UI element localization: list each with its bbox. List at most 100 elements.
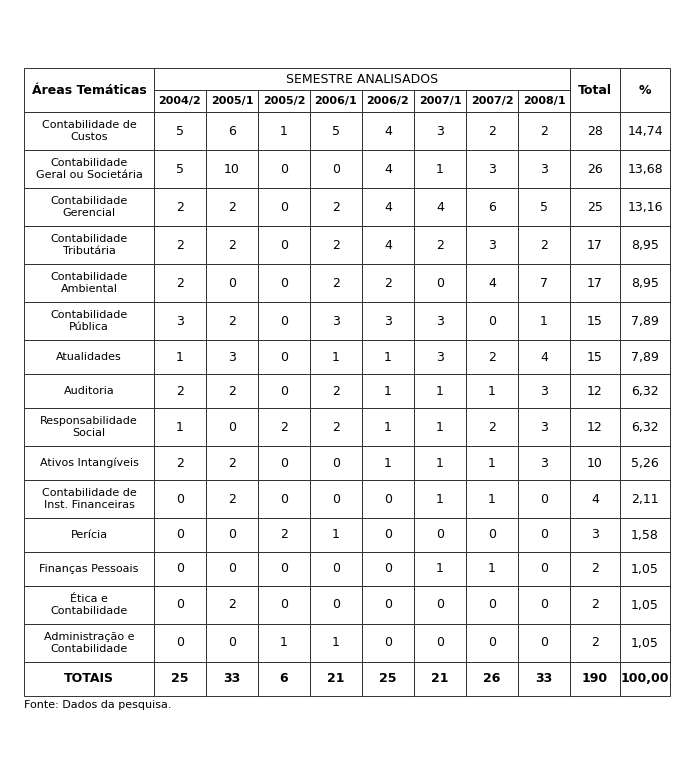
Bar — [620, 408, 670, 446]
Text: 2007/2: 2007/2 — [471, 96, 514, 106]
Bar — [620, 112, 670, 150]
Text: 2: 2 — [228, 384, 236, 397]
Bar — [518, 226, 570, 264]
Bar — [24, 518, 154, 552]
Text: 1: 1 — [332, 350, 340, 364]
Text: 5: 5 — [540, 201, 548, 213]
Text: 0: 0 — [280, 350, 288, 364]
Bar — [310, 408, 362, 446]
Bar — [518, 188, 570, 226]
Bar — [24, 552, 154, 586]
Text: SEMESTRE ANALISADOS: SEMESTRE ANALISADOS — [286, 72, 438, 85]
Bar — [570, 446, 620, 480]
Text: 0: 0 — [488, 314, 496, 328]
Text: 0: 0 — [332, 456, 340, 470]
Bar — [466, 518, 518, 552]
Bar — [414, 226, 466, 264]
Text: 0: 0 — [280, 456, 288, 470]
Bar — [310, 518, 362, 552]
Bar — [570, 374, 620, 408]
Bar — [206, 188, 258, 226]
Bar — [258, 552, 310, 586]
Bar — [310, 446, 362, 480]
Bar — [206, 302, 258, 340]
Text: 0: 0 — [436, 598, 444, 612]
Bar — [310, 226, 362, 264]
Bar — [466, 446, 518, 480]
Bar — [258, 188, 310, 226]
Bar — [466, 408, 518, 446]
Bar — [154, 226, 206, 264]
Bar — [518, 264, 570, 302]
Text: 0: 0 — [280, 238, 288, 252]
Text: 21: 21 — [431, 673, 449, 685]
Bar — [24, 226, 154, 264]
Text: Contabilidade
Ambiental: Contabilidade Ambiental — [51, 272, 128, 294]
Text: 2: 2 — [176, 277, 184, 289]
Text: 15: 15 — [587, 314, 603, 328]
Text: 2: 2 — [228, 598, 236, 612]
Text: 2: 2 — [488, 350, 496, 364]
Text: 0: 0 — [384, 598, 392, 612]
Text: 0: 0 — [228, 277, 236, 289]
Text: 1: 1 — [488, 492, 496, 506]
Text: 7,89: 7,89 — [631, 314, 659, 328]
Text: 0: 0 — [176, 528, 184, 542]
Text: 1: 1 — [176, 420, 184, 434]
Bar — [310, 150, 362, 188]
Text: 2: 2 — [228, 456, 236, 470]
Bar — [310, 264, 362, 302]
Text: Atualidades: Atualidades — [56, 352, 122, 362]
Bar — [154, 340, 206, 374]
Text: 3: 3 — [436, 314, 444, 328]
Bar — [620, 662, 670, 696]
Text: 2: 2 — [488, 420, 496, 434]
Text: 0: 0 — [280, 314, 288, 328]
Bar — [206, 586, 258, 624]
Text: 0: 0 — [384, 528, 392, 542]
Bar — [24, 188, 154, 226]
Bar — [362, 662, 414, 696]
Text: 1: 1 — [280, 125, 288, 137]
Bar — [24, 480, 154, 518]
Text: 14,74: 14,74 — [627, 125, 663, 137]
Bar — [414, 446, 466, 480]
Text: 0: 0 — [280, 562, 288, 575]
Bar — [24, 264, 154, 302]
Text: 2: 2 — [488, 125, 496, 137]
Text: 1: 1 — [436, 420, 444, 434]
Bar — [620, 624, 670, 662]
Text: 1: 1 — [332, 637, 340, 649]
Bar — [206, 480, 258, 518]
Text: Áreas Temáticas: Áreas Temáticas — [32, 84, 146, 96]
Text: 0: 0 — [488, 637, 496, 649]
Bar — [154, 150, 206, 188]
Bar — [518, 662, 570, 696]
Bar — [362, 90, 414, 112]
Bar — [24, 662, 154, 696]
Bar — [258, 90, 310, 112]
Text: 0: 0 — [540, 637, 548, 649]
Text: 1,05: 1,05 — [631, 637, 659, 649]
Bar — [24, 302, 154, 340]
Bar — [518, 90, 570, 112]
Text: 0: 0 — [332, 598, 340, 612]
Bar — [620, 264, 670, 302]
Text: 3: 3 — [436, 350, 444, 364]
Text: 0: 0 — [332, 162, 340, 176]
Text: 7: 7 — [540, 277, 548, 289]
Bar — [620, 150, 670, 188]
Bar — [414, 518, 466, 552]
Bar — [24, 374, 154, 408]
Bar — [620, 586, 670, 624]
Bar — [570, 340, 620, 374]
Bar — [206, 408, 258, 446]
Bar — [466, 552, 518, 586]
Bar — [24, 112, 154, 150]
Bar — [258, 226, 310, 264]
Bar — [518, 624, 570, 662]
Bar — [154, 586, 206, 624]
Text: Total: Total — [578, 84, 612, 96]
Text: 13,16: 13,16 — [627, 201, 663, 213]
Bar — [154, 68, 570, 90]
